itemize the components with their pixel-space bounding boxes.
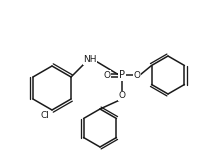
Text: O: O <box>134 70 141 79</box>
Text: O: O <box>103 70 110 79</box>
Text: Cl: Cl <box>40 111 49 120</box>
Text: NH: NH <box>83 55 97 64</box>
Text: O: O <box>119 91 125 100</box>
Text: P: P <box>119 70 125 80</box>
